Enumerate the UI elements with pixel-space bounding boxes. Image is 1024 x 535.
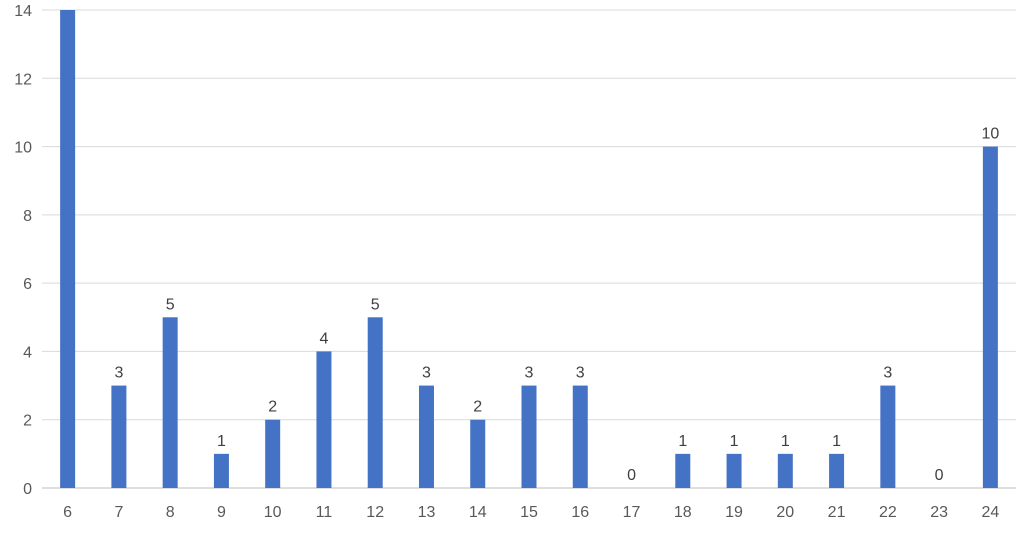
bar (367, 317, 383, 488)
bar (675, 453, 691, 488)
y-tick-label: 2 (23, 413, 32, 430)
bar (265, 419, 281, 488)
bar (162, 317, 178, 488)
data-label: 3 (114, 365, 123, 382)
y-axis-ticks: 0 2 4 6 8 10 12 14 (14, 3, 32, 498)
data-label: 0 (935, 467, 944, 484)
bar (777, 453, 793, 488)
x-axis-ticks: 6 7 8 9 10 11 12 13 14 15 16 17 18 19 20 21 22 23 24 (63, 504, 999, 521)
data-label: 3 (883, 365, 892, 382)
bar (470, 419, 486, 488)
y-tick-label: 12 (14, 71, 32, 88)
bar (829, 453, 845, 488)
x-tick-label: 21 (828, 504, 846, 521)
x-tick-label: 22 (879, 504, 897, 521)
bar (316, 351, 332, 488)
data-label: 1 (781, 433, 790, 450)
data-label: 10 (981, 126, 999, 143)
x-tick-label: 13 (418, 504, 436, 521)
y-tick-label: 0 (23, 481, 32, 498)
bar (982, 146, 998, 489)
x-tick-label: 7 (114, 504, 123, 521)
x-tick-label: 12 (366, 504, 384, 521)
y-tick-label: 14 (14, 3, 32, 20)
bar (572, 385, 588, 488)
x-tick-label: 16 (571, 504, 589, 521)
bar (60, 10, 76, 488)
data-label: 1 (217, 433, 226, 450)
bar (418, 385, 434, 488)
data-label: 0 (627, 467, 636, 484)
x-tick-label: 14 (469, 504, 487, 521)
x-tick-label: 15 (520, 504, 538, 521)
y-tick-label: 8 (23, 208, 32, 225)
x-tick-label: 9 (217, 504, 226, 521)
x-tick-label: 19 (725, 504, 743, 521)
data-label: 5 (371, 296, 380, 313)
bar (726, 453, 742, 488)
x-tick-label: 17 (623, 504, 641, 521)
x-tick-label: 24 (981, 504, 999, 521)
data-label: 2 (268, 399, 277, 416)
bar (213, 453, 229, 488)
x-tick-label: 8 (166, 504, 175, 521)
bar (111, 385, 127, 488)
x-tick-label: 20 (776, 504, 794, 521)
data-label: 3 (422, 365, 431, 382)
data-label: 1 (730, 433, 739, 450)
bar (521, 385, 537, 488)
data-label: 1 (678, 433, 687, 450)
data-label: 5 (166, 296, 175, 313)
data-labels: 3 5 1 2 4 5 3 2 3 3 0 1 1 1 1 3 0 10 (114, 126, 999, 484)
bars (60, 10, 998, 489)
x-tick-label: 6 (63, 504, 72, 521)
y-tick-label: 4 (23, 344, 32, 361)
data-label: 4 (319, 330, 328, 347)
x-tick-label: 10 (264, 504, 282, 521)
data-label: 1 (832, 433, 841, 450)
gridlines (42, 9, 1016, 489)
x-tick-label: 23 (930, 504, 948, 521)
x-tick-label: 18 (674, 504, 692, 521)
data-label: 3 (525, 365, 534, 382)
y-tick-label: 6 (23, 276, 32, 293)
y-tick-label: 10 (14, 140, 32, 157)
bar (880, 385, 896, 488)
data-label: 2 (473, 399, 482, 416)
data-label: 3 (576, 365, 585, 382)
x-tick-label: 11 (316, 504, 333, 521)
